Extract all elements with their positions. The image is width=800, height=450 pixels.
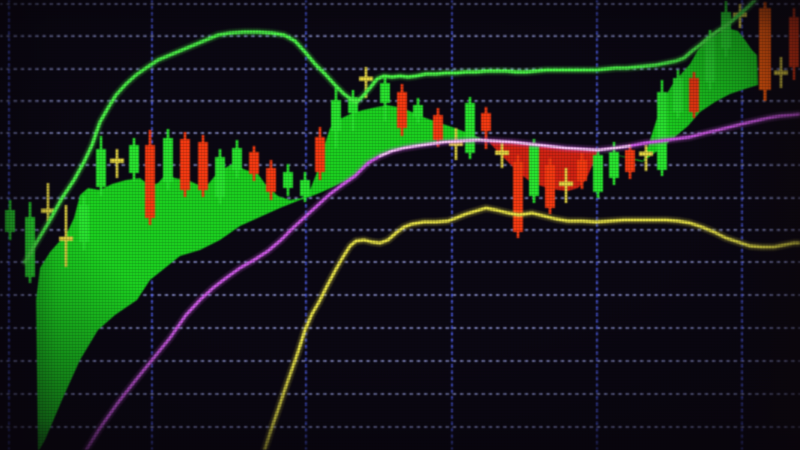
up-candle-body (96, 149, 106, 187)
up-candle-body (529, 145, 539, 196)
up-candle-body (413, 105, 423, 117)
down-candle-body (625, 150, 635, 172)
down-candle-body (266, 168, 276, 192)
down-candle-body (689, 78, 699, 112)
up-candle-body (657, 92, 667, 170)
up-candle-body (129, 145, 139, 173)
up-candle-body (300, 180, 310, 196)
down-candle-body (789, 17, 799, 67)
up-candle-body (331, 100, 341, 131)
down-candle-body (397, 92, 407, 128)
doji-candle (559, 181, 573, 186)
up-candle-body (465, 103, 475, 153)
down-candle-body (145, 145, 155, 218)
up-candle-body (163, 138, 173, 182)
doji-candle (639, 151, 653, 156)
down-candle-body (513, 162, 523, 232)
up-candle-body (380, 83, 390, 103)
doji-candle (774, 70, 788, 75)
up-candle-body (609, 152, 619, 178)
doji-candle (359, 76, 373, 81)
down-candle-body (315, 137, 325, 172)
doji-candle (110, 158, 124, 163)
down-candle-body (545, 165, 555, 208)
up-candle-body (79, 205, 89, 242)
up-candle-body (215, 157, 225, 197)
up-candle-body (5, 210, 15, 232)
up-candle-body (593, 155, 603, 192)
down-candle-body (180, 139, 190, 190)
up-candle-body (232, 148, 242, 170)
doji-candle (495, 150, 509, 155)
down-candle-body (249, 152, 259, 174)
down-candle-body (481, 113, 491, 131)
up-candle-body (673, 78, 683, 112)
down-candle-body (759, 8, 771, 90)
up-candle-body (283, 172, 293, 188)
down-candle-body (433, 115, 443, 140)
doji-candle (59, 236, 73, 241)
down-candle-body (577, 160, 587, 181)
down-candle-body (198, 142, 208, 190)
